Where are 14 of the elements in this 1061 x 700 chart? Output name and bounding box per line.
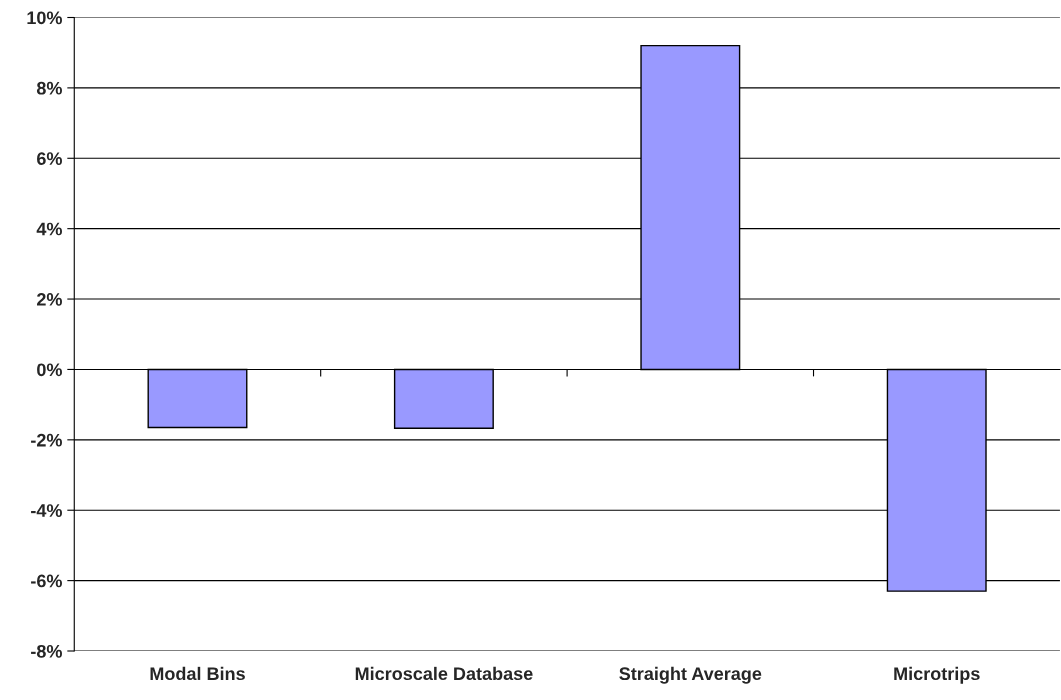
y-tick-label: 0% [37, 363, 62, 377]
x-tick-label: Modal Bins [150, 666, 245, 681]
x-tick-label: Straight Average [619, 666, 762, 684]
y-tick-label: 2% [36, 292, 62, 306]
y-tick-label: -4% [31, 504, 62, 517]
y-tick-label: 10% [27, 11, 62, 25]
y-tick-label: -6% [31, 574, 62, 588]
y-tick-label: 6% [37, 152, 62, 165]
x-tick-label: Microscale Database [355, 666, 533, 681]
y-tick-label: -2% [31, 433, 62, 447]
y-tick-label: -8% [31, 644, 62, 658]
y-tick-label: 4% [36, 222, 62, 236]
x-tick-label: Microtrips [894, 666, 980, 684]
y-tick-label: 8% [36, 81, 62, 95]
